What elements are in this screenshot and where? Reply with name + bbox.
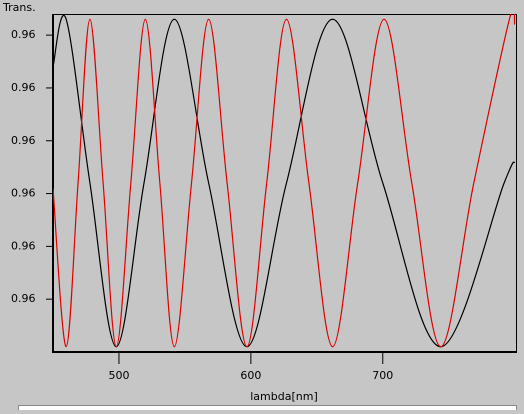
series-line xyxy=(53,14,516,348)
x-tick-label: 700 xyxy=(372,369,393,382)
y-tick-label: 0.96 xyxy=(11,187,36,200)
chart-title: Trans. xyxy=(2,1,36,14)
curves xyxy=(53,14,516,348)
y-tick-label: 0.96 xyxy=(11,292,36,305)
y-tick-label: 0.96 xyxy=(11,239,36,252)
y-tick-label: 0.96 xyxy=(11,134,36,147)
series-line xyxy=(53,15,516,348)
x-tick-label: 500 xyxy=(108,369,129,382)
y-tick-label: 0.96 xyxy=(11,28,36,41)
y-tick-label: 0.96 xyxy=(11,81,36,94)
x-tick-label: 600 xyxy=(240,369,261,382)
scrollbar[interactable] xyxy=(18,405,517,414)
plot-frame xyxy=(53,14,517,353)
x-axis-label: lambda[nm] xyxy=(250,390,318,403)
